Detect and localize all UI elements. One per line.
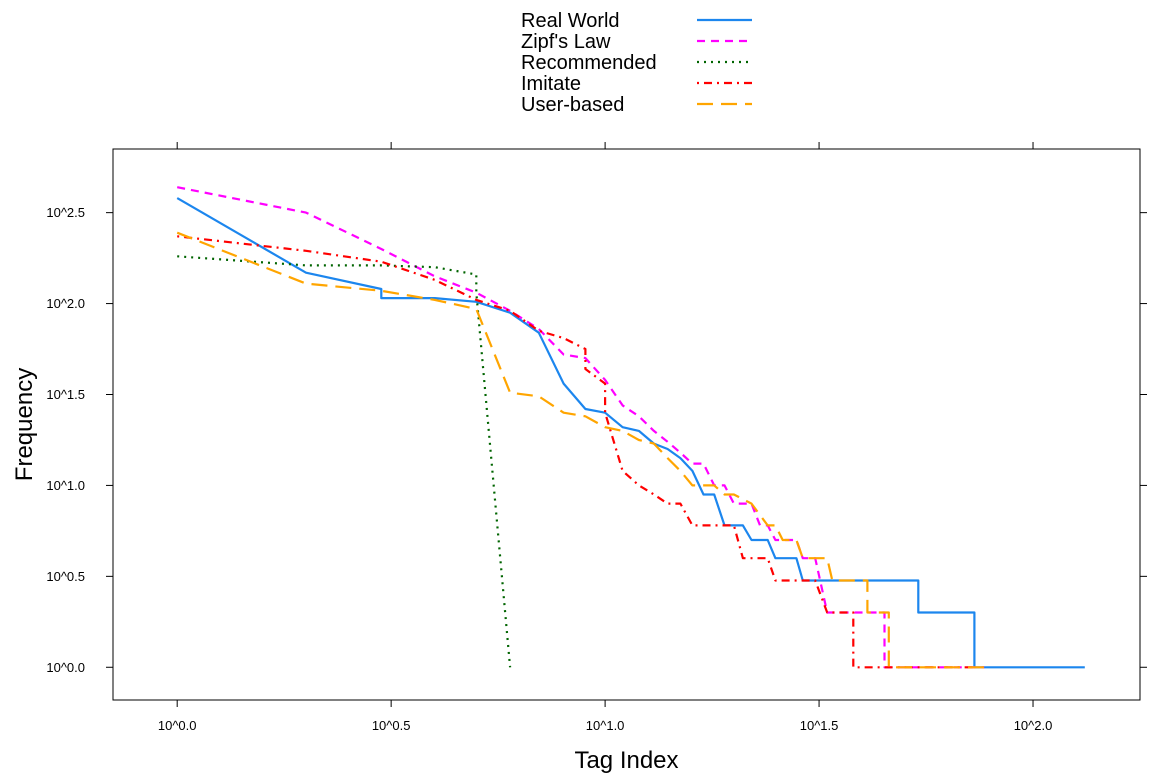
series-line-zipf-s-law: [176, 186, 985, 669]
legend-label: Zipf's Law: [521, 31, 611, 53]
x-axis-title: Tag Index: [574, 747, 678, 774]
x-tick-label: 10^0.0: [158, 718, 197, 733]
x-tick-label: 10^1.5: [800, 718, 839, 733]
series-line-imitate: [177, 235, 974, 669]
plot-frame: [112, 148, 1141, 701]
y-axis-title: Frequency: [11, 368, 38, 481]
y-tick-label: 10^1.5: [46, 387, 85, 402]
y-tick-label: 10^2.5: [46, 205, 85, 220]
x-tick-label: 10^2.0: [1014, 718, 1053, 733]
legend-label: Recommended: [521, 52, 657, 74]
x-tick-label: 10^0.5: [372, 718, 411, 733]
series-line-user-based: [176, 231, 985, 669]
series-line-recommended: [177, 255, 512, 668]
y-tick-label: 10^0.0: [46, 660, 85, 675]
x-tick-label: 10^1.0: [586, 718, 625, 733]
y-tick-label: 10^1.0: [46, 478, 85, 493]
legend-label: Imitate: [521, 73, 581, 95]
legend-label: Real World: [521, 10, 620, 32]
y-tick-label: 10^2.0: [46, 296, 85, 311]
legend-label: User-based: [521, 94, 624, 116]
series-line-real-world: [176, 197, 1085, 669]
y-tick-label: 10^0.5: [46, 569, 85, 584]
